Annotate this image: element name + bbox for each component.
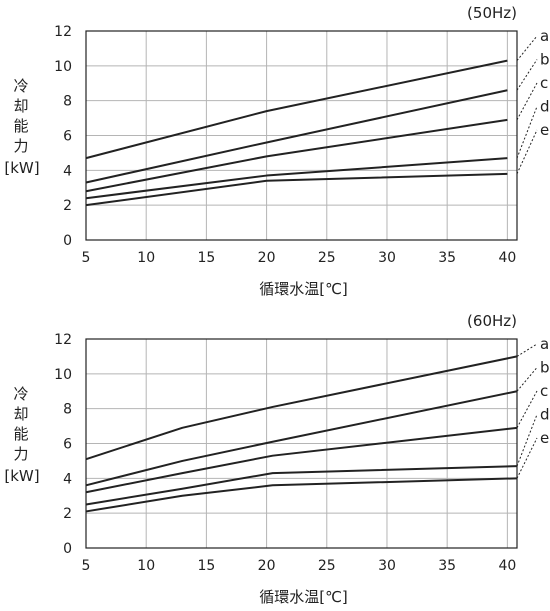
x-tick-label: 5	[82, 558, 91, 574]
series-line-e	[85, 172, 508, 207]
series-label-c: c	[540, 74, 548, 92]
series-label-e: e	[540, 429, 549, 447]
x-tick-label: 40	[498, 558, 516, 574]
y-tick-label: 10	[54, 367, 72, 383]
y-tick-label: 8	[63, 94, 72, 110]
chart-50hz: 5 10 15 20 25 30 35 40 0 2 4 6 8 10 12 (50Hz) 循環水温[℃] 冷却能…	[0, 0, 550, 300]
x-tick-label: 10	[137, 250, 155, 266]
plot-frame	[85, 338, 518, 549]
y-tick-label: 8	[63, 402, 72, 418]
series-label-e: e	[540, 121, 549, 139]
y-tick-label: 0	[63, 233, 72, 249]
x-tick-label: 20	[258, 558, 276, 574]
plot-frame	[85, 30, 518, 241]
y-axis-label: 能	[13, 425, 28, 443]
series-leader-d	[516, 414, 538, 467]
series-line-d	[85, 157, 508, 200]
series-line-b	[85, 390, 518, 487]
x-axis-label: 循環水温[℃]	[259, 588, 348, 606]
series-label-b: b	[540, 359, 550, 377]
x-tick-label: 25	[318, 558, 336, 574]
x-tick-label: 35	[438, 558, 456, 574]
series-label-c: c	[540, 382, 548, 400]
y-axis-label: 冷	[13, 77, 28, 95]
series-leader-c	[516, 82, 538, 121]
series-line-d	[85, 465, 518, 506]
y-tick-label: 0	[63, 541, 72, 557]
x-tick-label: 30	[378, 250, 396, 266]
x-tick-label: 10	[137, 558, 155, 574]
y-axis-label: 力	[13, 445, 28, 463]
y-axis-label: [kW]	[4, 159, 39, 177]
series-line-e	[85, 477, 518, 513]
y-axis-label: 却	[13, 405, 28, 423]
series-leader-c	[516, 390, 538, 429]
chart-title: (50Hz)	[467, 4, 517, 22]
x-tick-label: 30	[378, 558, 396, 574]
y-axis-label: 冷	[13, 385, 28, 403]
y-tick-label: 12	[54, 332, 72, 348]
x-tick-label: 20	[258, 250, 276, 266]
x-tick-label: 15	[197, 558, 215, 574]
series-label-b: b	[540, 51, 550, 69]
series-leader-a	[516, 343, 538, 357]
y-tick-label: 10	[54, 59, 72, 75]
x-tick-label: 25	[318, 250, 336, 266]
series-leader-e	[516, 437, 538, 479]
series-leader-b	[516, 59, 538, 91]
series-label-d: d	[540, 406, 550, 424]
series-label-a: a	[540, 335, 549, 353]
y-tick-label: 6	[63, 437, 72, 453]
y-tick-label: 4	[63, 471, 72, 487]
x-tick-label: 15	[197, 250, 215, 266]
chart-50hz-svg: 5 10 15 20 25 30 35 40 0 2 4 6 8 10 12 (50Hz) 循環水温[℃] 冷却能…	[4, 4, 550, 298]
chart-60hz: 5 10 15 20 25 30 35 40 0 2 4 6 8 10 12 (60Hz) 循環水温[℃] 冷却能…	[0, 308, 550, 608]
series-label-a: a	[540, 27, 549, 45]
x-tick-label: 35	[438, 250, 456, 266]
x-tick-label: 40	[498, 250, 516, 266]
chart-60hz-svg: 5 10 15 20 25 30 35 40 0 2 4 6 8 10 12 (60Hz) 循環水温[℃] 冷却能…	[4, 312, 550, 606]
y-tick-label: 4	[63, 163, 72, 179]
series-label-d: d	[540, 98, 550, 116]
y-axis-label: 力	[13, 137, 28, 155]
series-line-c	[85, 118, 508, 193]
series-leader-b	[516, 367, 538, 392]
chart-title: (60Hz)	[467, 312, 517, 330]
y-axis-label: 能	[13, 117, 28, 135]
series-leader-d	[516, 106, 538, 159]
series-leader-a	[516, 35, 538, 61]
series-line-b	[85, 89, 508, 184]
y-tick-label: 2	[63, 198, 72, 214]
y-axis-label: [kW]	[4, 467, 39, 485]
series-line-c	[85, 426, 518, 494]
y-tick-label: 2	[63, 506, 72, 522]
y-axis-label: 却	[13, 97, 28, 115]
y-tick-label: 12	[54, 24, 72, 40]
x-axis-label: 循環水温[℃]	[259, 280, 348, 298]
y-tick-label: 6	[63, 129, 72, 145]
series-line-a	[85, 355, 518, 461]
series-line-a	[85, 59, 508, 160]
x-tick-label: 5	[82, 250, 91, 266]
series-leader-e	[516, 129, 538, 175]
